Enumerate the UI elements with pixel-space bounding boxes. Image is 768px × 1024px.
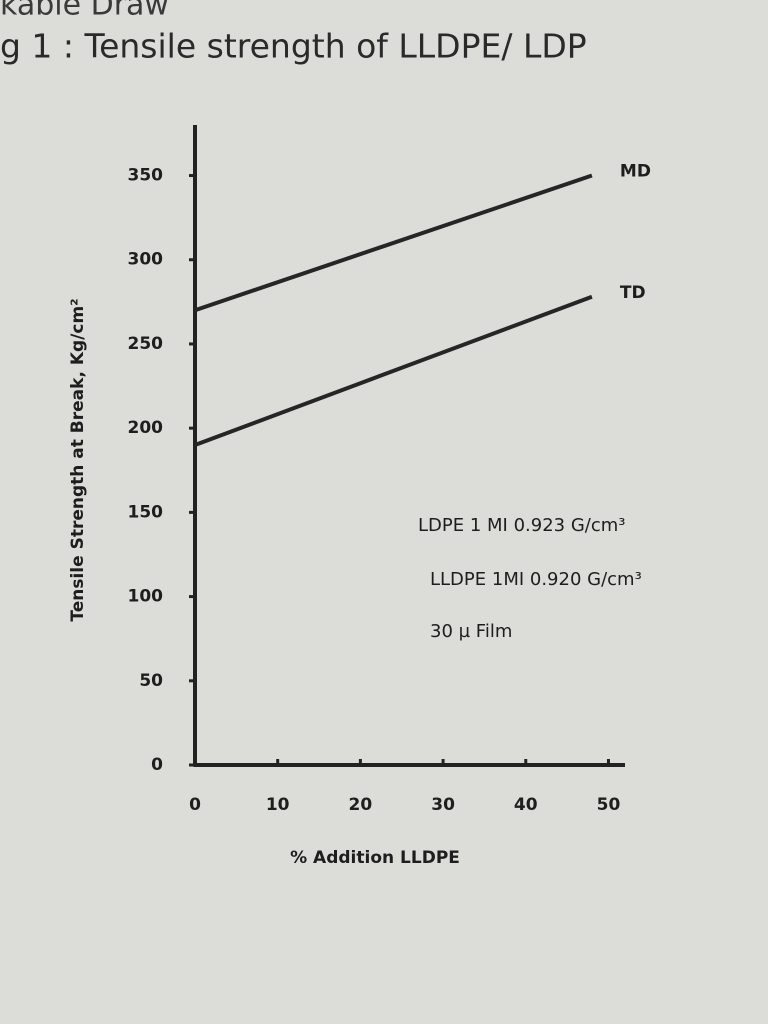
series-line — [194, 294, 593, 447]
x-tick-label: 40 — [514, 795, 538, 815]
y-tick-label: 350 — [128, 166, 164, 186]
y-tick-label: 50 — [139, 671, 163, 691]
x-tick-label: 10 — [266, 795, 290, 815]
y-tick-label: 200 — [128, 418, 164, 438]
y-tick-label: 250 — [128, 334, 164, 354]
x-tick-label: 20 — [349, 795, 373, 815]
x-tick-label: 30 — [431, 795, 455, 815]
series-line — [194, 173, 593, 313]
annotation: LDPE 1 MI 0.923 G/cm³ — [418, 515, 625, 536]
series-label: MD — [620, 162, 651, 182]
x-tick-label: 0 — [189, 795, 201, 815]
x-tick-label: 50 — [597, 795, 621, 815]
y-tick-label: 300 — [128, 250, 164, 270]
annotation: 30 µ Film — [430, 621, 512, 642]
y-tick-label: 0 — [151, 755, 163, 775]
x-axis-label: % Addition LLDPE — [290, 848, 460, 868]
header-fragment: kable Draw — [0, 0, 169, 23]
y-tick-label: 100 — [128, 587, 164, 607]
series-label: TD — [620, 283, 646, 303]
y-tick-label: 150 — [128, 502, 164, 522]
chart-title: g 1 : Tensile strength of LLDPE/ LDP — [0, 27, 587, 66]
annotation: LLDPE 1MI 0.920 G/cm³ — [430, 569, 642, 590]
y-axis-label: Tensile Strength at Break, Kg/cm² — [68, 298, 88, 621]
